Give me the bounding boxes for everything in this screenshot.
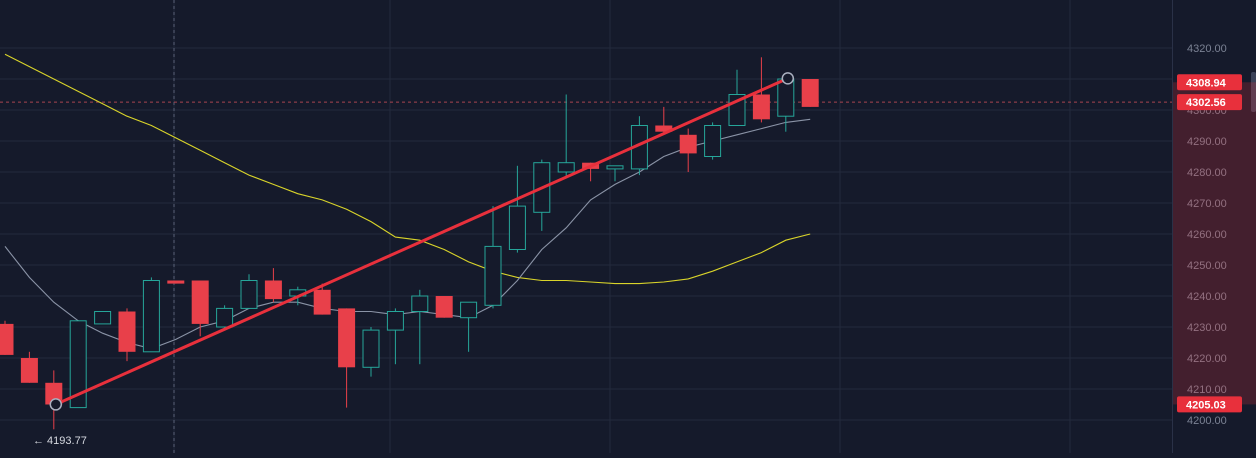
candle: [0, 321, 14, 355]
price-tag: 4205.03: [1177, 396, 1242, 412]
candle-body-up: [217, 308, 233, 327]
candle-body-up: [485, 246, 501, 305]
candle-body-down: [314, 290, 331, 315]
candle-body-up: [509, 206, 525, 249]
candle-body-down: [0, 324, 14, 355]
price-tick-label: 4320.00: [1187, 43, 1227, 55]
candle-body-down: [680, 135, 697, 154]
candle-body-down: [265, 281, 282, 300]
axis-range-highlight: [1173, 82, 1256, 404]
candle-body-down: [753, 95, 770, 120]
price-tick-label: 4200.00: [1187, 415, 1227, 427]
candle-body-up: [363, 330, 379, 367]
candle-body-up: [778, 79, 794, 116]
low-price-marker: ← 4193.77: [33, 435, 87, 447]
candle-body-up: [143, 281, 159, 352]
candle-body-up: [387, 312, 403, 331]
candle: [436, 296, 453, 318]
candle-body-up: [241, 281, 257, 309]
trendline-handle-end[interactable]: [782, 73, 793, 84]
candle-body-down: [21, 358, 38, 383]
candle: [143, 277, 159, 351]
price-tag-text: 4308.94: [1186, 77, 1227, 89]
price-tag-text: 4302.56: [1186, 97, 1226, 109]
candle: [705, 122, 721, 159]
candle-body-down: [802, 79, 819, 107]
candle-body-up: [607, 166, 623, 169]
candle-body-down: [192, 281, 209, 324]
candle-body-down: [119, 312, 136, 352]
candle: [95, 312, 111, 324]
candle-body-up: [461, 302, 477, 318]
price-tag: 4308.94: [1177, 74, 1242, 90]
candle-body-down: [338, 308, 355, 367]
trendline-handle-start[interactable]: [50, 399, 61, 410]
candle: [802, 79, 819, 107]
candle-body-up: [705, 126, 721, 157]
candle-body-up: [558, 163, 574, 172]
candle-body-down: [167, 281, 184, 284]
candle-body-down: [436, 296, 453, 318]
candle-body-up: [95, 312, 111, 324]
price-tag-text: 4205.03: [1186, 399, 1226, 411]
price-tag: 4302.56: [1177, 94, 1242, 110]
candle: [167, 281, 184, 284]
candle-body-up: [412, 296, 428, 312]
